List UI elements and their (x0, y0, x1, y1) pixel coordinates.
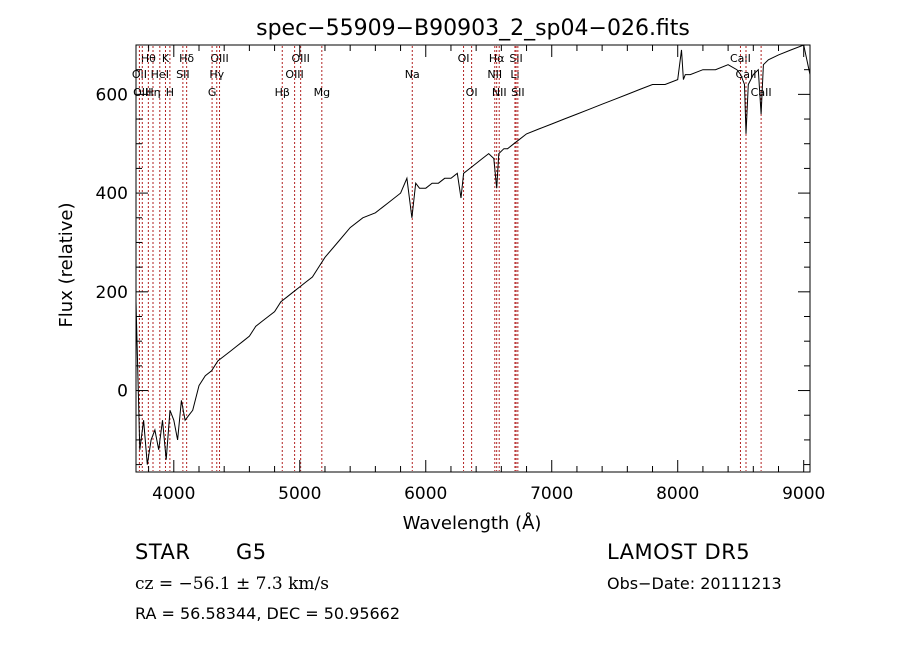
line-marker-label: H (166, 86, 174, 99)
line-marker-label: NII (492, 86, 507, 99)
plot-frame (135, 44, 811, 473)
line-marker-label: OI (466, 86, 478, 99)
object-subclass: G5 (236, 540, 267, 564)
plot-axes: 4000 5000 6000 7000 8000 9000 0 200 400 600 (96, 44, 825, 504)
line-marker-label: Hγ (209, 68, 224, 81)
line-marker-label: SII (509, 52, 522, 65)
redshift-velocity: cz = −56.1 ± 7.3 km/s (135, 574, 329, 594)
line-marker-label: Hη (145, 86, 160, 99)
y-tick-label: 600 (96, 85, 128, 105)
sky-coordinates: RA = 56.58344, DEC = 50.95662 (135, 604, 401, 623)
line-marker-label: K (162, 52, 170, 65)
line-marker-label: G (208, 86, 217, 99)
line-marker-label: OIII (210, 52, 228, 65)
x-tick-label: 9000 (782, 484, 825, 504)
line-marker-label: HeI (151, 68, 169, 81)
line-marker-label: OIII (285, 68, 303, 81)
line-marker-label: SII (176, 68, 189, 81)
y-tick-label: 400 (96, 184, 128, 204)
x-tick-label: 6000 (404, 484, 447, 504)
x-tick-label: 7000 (530, 484, 573, 504)
x-tick-label: 5000 (278, 484, 321, 504)
spectrum-line (135, 44, 811, 465)
line-marker-label: OIII (291, 52, 309, 65)
line-marker-label: CaII (730, 52, 751, 65)
line-marker-label: Hβ (275, 86, 290, 99)
x-axis-label: Wavelength (Å) (403, 512, 542, 534)
y-tick-label: 200 (96, 283, 128, 303)
line-marker-label: OIII (133, 86, 151, 99)
x-tick-label: 8000 (656, 484, 699, 504)
y-axis-label: Flux (relative) (56, 202, 77, 327)
line-marker-label: Hδ (179, 52, 194, 65)
line-marker-label: CaII (751, 86, 772, 99)
line-marker-label: SII (511, 86, 524, 99)
line-marker-label: OI (458, 52, 470, 65)
line-marker-label: Hθ (141, 52, 156, 65)
object-class: STAR (135, 540, 191, 564)
spectrum-chart: spec−55909−B90903_2_sp04−026.fits HθOIIO… (56, 16, 825, 534)
line-marker-label: NII (487, 68, 502, 81)
line-marker-label: Mg (314, 86, 330, 99)
line-marker-label: Na (405, 68, 420, 81)
survey-name: LAMOST DR5 (607, 540, 751, 564)
x-tick-label: 4000 (152, 484, 195, 504)
chart-title: spec−55909−B90903_2_sp04−026.fits (256, 16, 690, 41)
y-tick-label: 0 (117, 382, 128, 402)
observation-date: Obs−Date: 20111213 (607, 574, 782, 593)
line-marker-label: Li (510, 68, 519, 81)
line-marker-label: Hα (489, 52, 505, 65)
